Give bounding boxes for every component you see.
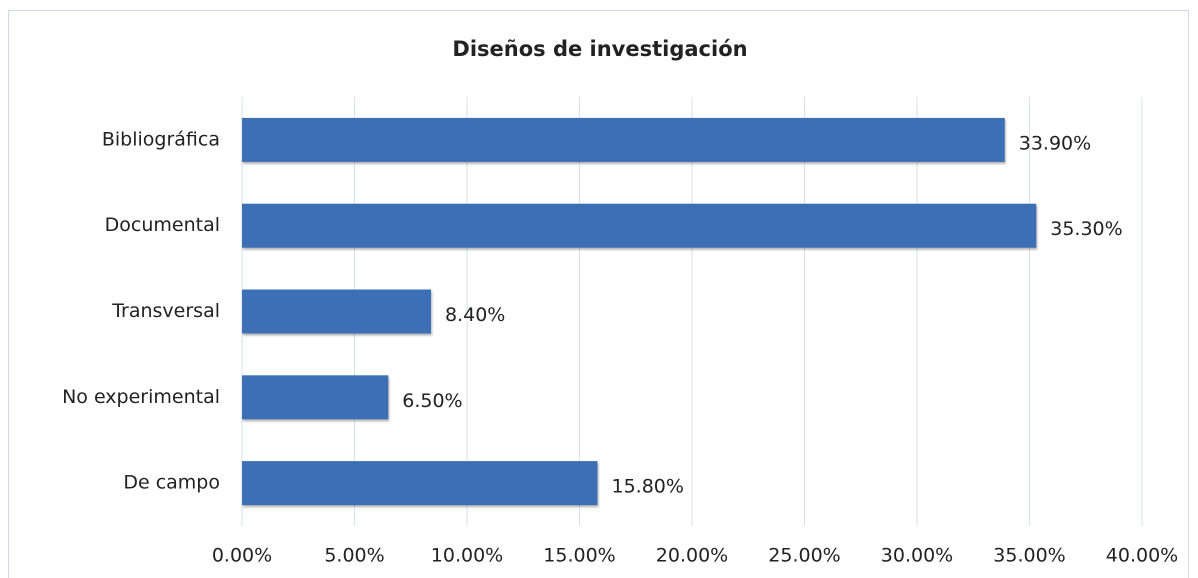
y-tick-label: Documental: [105, 214, 220, 236]
x-tick-label: 0.00%: [212, 545, 272, 567]
bar: [242, 375, 389, 420]
x-tick-label: 25.00%: [768, 545, 840, 567]
x-tick-label: 15.00%: [543, 545, 615, 567]
value-label: 8.40%: [445, 304, 505, 326]
x-tick-label: 20.00%: [656, 545, 728, 567]
y-tick-label: De campo: [123, 472, 220, 494]
value-label: 6.50%: [402, 390, 462, 412]
y-tick-label: Transversal: [111, 300, 220, 322]
bar: [242, 461, 598, 506]
y-tick-label: No experimental: [62, 386, 220, 408]
y-tick-label: Bibliográfica: [102, 128, 220, 150]
x-tick-label: 30.00%: [881, 545, 953, 567]
value-label: 33.90%: [1019, 132, 1091, 154]
value-label: 15.80%: [612, 476, 684, 498]
chart-border: [8, 10, 1189, 578]
value-label: 35.30%: [1050, 218, 1122, 240]
x-tick-label: 40.00%: [1106, 545, 1178, 567]
chart-title: Diseños de investigación: [452, 37, 747, 61]
bar: [242, 117, 1005, 162]
bar: [242, 289, 431, 334]
bar: [242, 203, 1037, 248]
x-tick-label: 35.00%: [993, 545, 1065, 567]
x-tick-label: 5.00%: [324, 545, 384, 567]
x-tick-label: 10.00%: [431, 545, 503, 567]
